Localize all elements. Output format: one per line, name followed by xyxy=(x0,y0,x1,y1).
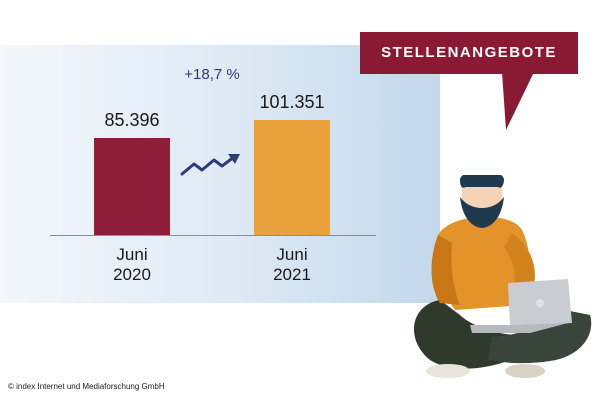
callout-label: STELLENANGEBOTE xyxy=(381,44,557,61)
chart-baseline xyxy=(50,235,376,236)
change-percentage-label: +18,7 % xyxy=(184,66,240,83)
category-label-juni-2020: Juni 2020 xyxy=(113,245,151,284)
speech-bubble xyxy=(360,32,578,74)
bar-value-label-2021: 101.351 xyxy=(259,92,325,112)
chart-background-panel xyxy=(0,45,440,303)
category-label-juni-2021: Juni 2021 xyxy=(273,245,311,284)
bar-value-label-2020: 85.396 xyxy=(104,110,160,131)
trend-up-arrow-icon xyxy=(180,154,240,176)
copyright-credit: © index Internet und Mediaforschung GmbH xyxy=(8,382,165,391)
bar-juni-2020 xyxy=(94,138,170,235)
speech-bubble-tail xyxy=(502,72,534,130)
man-with-laptop-illustration xyxy=(413,175,592,378)
bar-juni-2021 xyxy=(254,120,330,235)
